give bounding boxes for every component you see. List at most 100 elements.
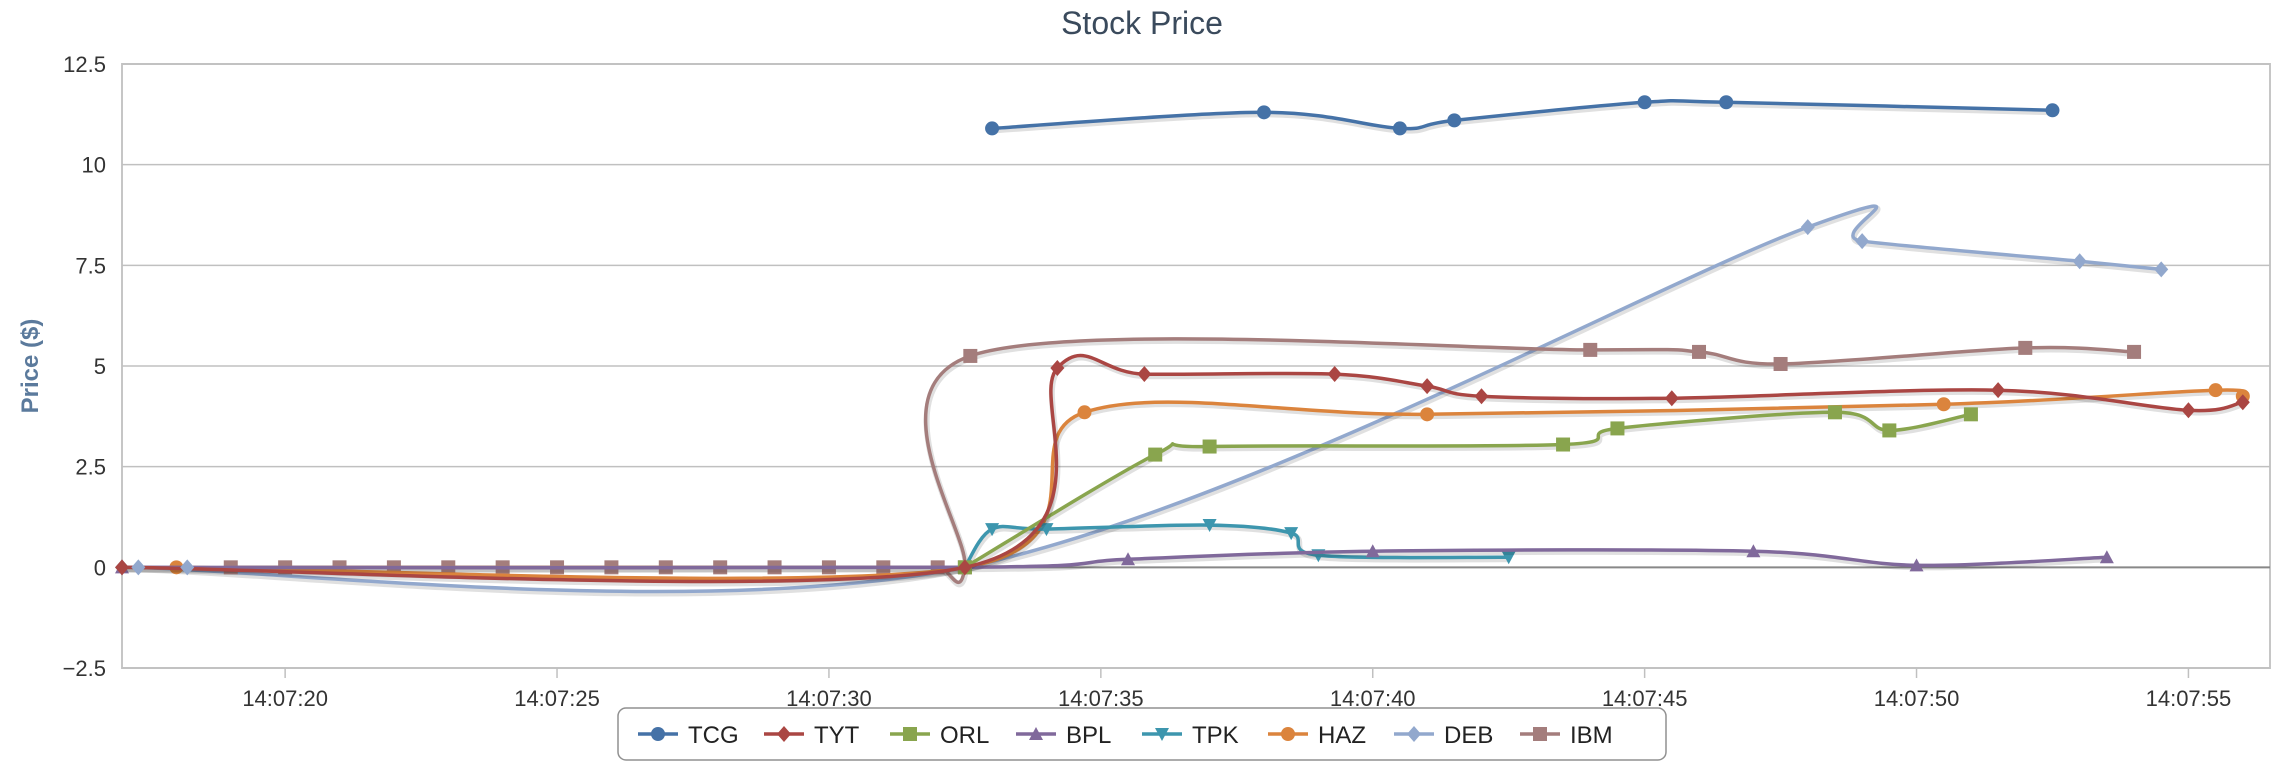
data-point-orl [1882,423,1897,438]
legend-item-haz: HAZ [1268,722,1366,749]
data-point-bpl [1909,558,1924,572]
x-tick-label: 14:07:55 [2146,686,2232,711]
series-line-tpk [963,523,1509,569]
legend: TCG TYT ORL BPL TPK HAZ DEB IBM [617,707,1667,761]
x-tick-label: 14:07:40 [1330,686,1416,711]
data-point-tyt [1137,366,1152,383]
legend-label: ORL [940,722,989,749]
data-point-orl [1963,407,1978,422]
data-point-tcg [1256,105,1271,120]
data-point-deb [2072,253,2087,270]
data-point-orl [1610,421,1625,436]
x-tick-label: 14:07:50 [1874,686,1960,711]
data-point-bpl [1365,544,1380,558]
y-tick-label: 7.5 [75,253,106,278]
data-point-deb [2154,261,2169,278]
y-tick-label: 5 [94,354,106,379]
data-point-tyt [957,559,972,576]
series-line-shadow [177,389,2250,584]
data-point-tyt [1050,360,1065,377]
data-point-ibm [2127,344,2142,359]
series-tcg [985,95,2060,136]
series-line-orl [964,410,1972,569]
series-line-shadow [122,548,2109,573]
series-bpl [115,544,2114,574]
legend-marker [1155,728,1169,741]
series-line-deb [121,204,2162,594]
series-line-shadow [992,99,2054,134]
data-point-tyt [1474,388,1489,405]
data-point-haz [2208,383,2223,398]
series-tyt [115,353,2250,587]
data-point-deb [1800,219,1815,236]
legend-label: TPK [1192,722,1239,749]
data-point-tcg [1637,95,1652,110]
legend-marker [777,726,791,742]
series-line-tyt [121,353,2244,584]
legend-item-ibm: IBM [1520,722,1613,749]
legend-marker [1407,726,1421,742]
data-point-tcg [1447,113,1462,128]
legend-label: TCG [688,722,739,749]
data-point-haz [1420,407,1435,422]
data-point-ibm [2018,340,2033,355]
zero-baseline-markers [131,559,195,576]
data-point-orl [1827,405,1842,420]
series-line-bpl [121,548,2107,570]
data-point-tcg [1719,95,1734,110]
data-point-tyt [1664,390,1679,407]
data-point-ibm [1773,356,1788,371]
data-point-tpk [985,523,1000,537]
chart-title: Stock Price [1061,5,1223,41]
y-axis-label: Price ($) [17,319,44,414]
legend-marker [1029,727,1043,740]
data-point-tyt [1327,366,1342,383]
legend-item-tyt: TYT [764,722,860,749]
data-point-orl [1556,437,1571,452]
data-point-tpk [1039,523,1054,537]
y-tick-label: 10 [82,153,106,178]
x-tick-label: 14:07:35 [1058,686,1144,711]
x-tick-label: 14:07:20 [242,686,328,711]
y-tick-label: 2.5 [75,455,106,480]
data-point-orl [1202,439,1217,454]
legend-label: IBM [1570,722,1613,749]
legend-label: HAZ [1318,722,1366,749]
data-point-tcg [1392,121,1407,136]
series-layer [115,95,2250,597]
legend-label: BPL [1066,722,1111,749]
legend-item-tcg: TCG [638,722,739,749]
legend-label: TYT [814,722,860,749]
legend-marker [903,727,917,741]
x-tick-label: 14:07:30 [786,686,872,711]
legend-marker [651,727,665,741]
data-point-tyt [2235,394,2250,411]
data-point-tyt [115,559,129,576]
legend-label: DEB [1444,722,1493,749]
data-point-tpk [1501,551,1516,565]
series-line-shadow [122,354,2245,587]
data-point-haz [1936,397,1951,412]
data-point-ibm [1583,342,1598,357]
data-point-orl [1148,447,1163,462]
data-point-tpk [1202,519,1217,533]
legend-item-tpk: TPK [1142,722,1239,749]
data-point-deb [1855,233,1870,250]
data-point-tyt [1420,378,1435,395]
data-point-tcg [985,121,1000,136]
data-point-tyt [1991,382,2006,399]
series-line-shadow [964,411,1973,572]
legend-item-deb: DEB [1394,722,1493,749]
legend-marker [1533,727,1547,741]
series-line-haz [176,388,2248,581]
data-point-ibm [963,348,978,363]
data-point-ibm [1692,344,1707,359]
axis-layer: −2.5 0 2.5 5 7.5 10 12.5 14:07:20 14:07:25 14:07:… [63,52,2232,711]
data-point-deb [180,559,195,576]
legend-item-orl: ORL [890,722,989,749]
data-point-tpk [1284,527,1299,541]
data-point-bpl [2099,550,2114,564]
data-point-deb [131,559,146,576]
